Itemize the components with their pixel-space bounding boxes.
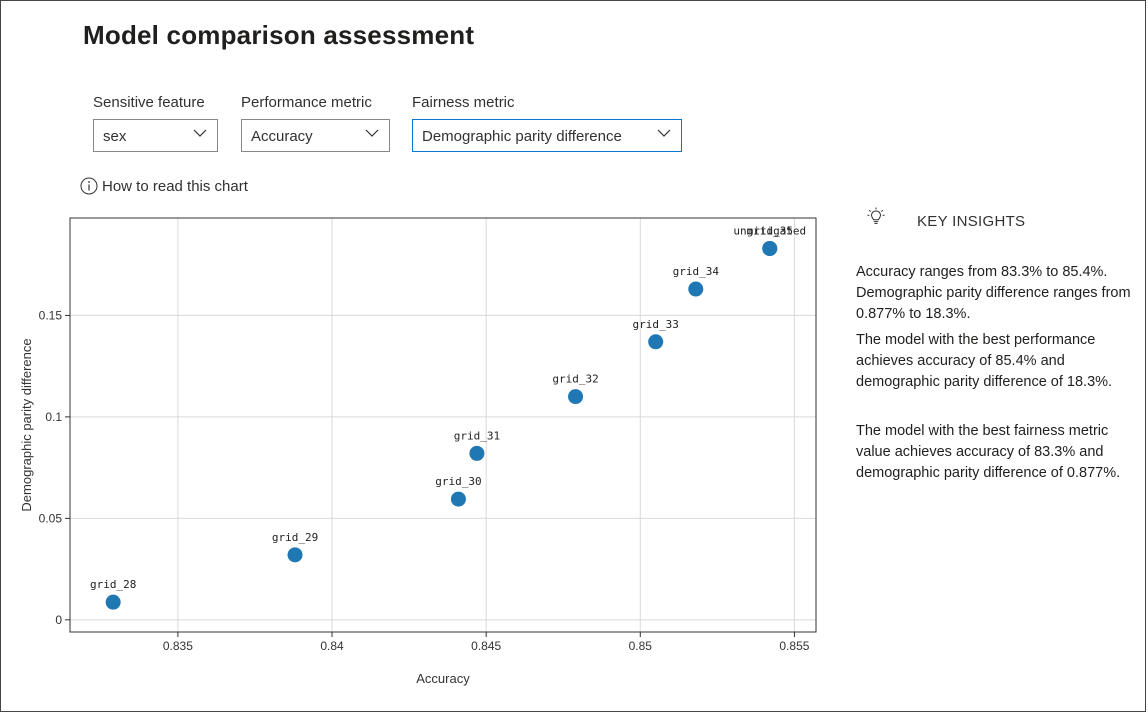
point-label-grid_35: grid_35 <box>747 224 793 237</box>
data-point-unmitigated[interactable] <box>762 240 778 256</box>
point-label-grid_32: grid_32 <box>552 373 598 386</box>
point-label-grid_34: grid_34 <box>673 265 720 278</box>
sensitive-feature-label: Sensitive feature <box>93 94 205 111</box>
x-axis-label: Accuracy <box>416 671 470 686</box>
performance-metric-label: Performance metric <box>241 94 372 111</box>
how-to-read-label: How to read this chart <box>102 177 248 195</box>
point-label-grid_28: grid_28 <box>90 578 136 591</box>
fairness-metric-label: Fairness metric <box>412 94 515 111</box>
point-label-grid_31: grid_31 <box>454 429 500 442</box>
page-title: Model comparison assessment <box>83 20 475 50</box>
fairness-metric-value: Demographic parity difference <box>422 128 622 145</box>
data-point-grid_32[interactable] <box>568 389 584 405</box>
fairness-metric-dropdown[interactable]: Demographic parity difference <box>412 119 682 152</box>
chart-grid <box>70 218 816 632</box>
sensitive-feature-value: sex <box>103 128 127 145</box>
insight-best-performance: The model with the best performance achi… <box>856 332 1113 390</box>
info-icon <box>80 177 98 195</box>
performance-metric-dropdown[interactable]: Accuracy <box>241 119 390 152</box>
data-point-grid_33[interactable] <box>648 334 664 350</box>
data-point-grid_34[interactable] <box>688 281 704 297</box>
chevron-down-icon <box>657 129 671 137</box>
insight-best-fairness: The model with the best fairness metric … <box>856 423 1121 481</box>
lightbulb-icon <box>867 207 885 224</box>
point-label-grid_33: grid_33 <box>633 318 679 331</box>
x-tick-label: 0.845 <box>471 639 501 653</box>
insight-range: Accuracy ranges from 83.3% to 85.4%. Dem… <box>856 264 1131 322</box>
point-label-grid_30: grid_30 <box>435 475 481 488</box>
y-tick-label: 0 <box>55 613 62 627</box>
x-tick-label: 0.84 <box>320 639 344 653</box>
point-labels: grid_28 grid_29 grid_30 grid_31 grid_32 grid_… <box>90 224 806 591</box>
x-tick-label: 0.855 <box>779 639 809 653</box>
data-point-grid_28[interactable] <box>105 594 121 610</box>
x-axis-ticks: 0.835 0.84 0.845 0.85 0.855 <box>163 632 810 653</box>
y-tick-label: 0.05 <box>39 511 63 525</box>
plot-area <box>69 217 817 633</box>
point-label-unmitigated: unmitigated <box>733 224 806 237</box>
data-point-grid_29[interactable] <box>287 547 303 563</box>
x-tick-label: 0.85 <box>629 639 653 653</box>
y-axis-ticks: 0 0.05 0.1 0.15 <box>39 308 70 627</box>
y-tick-label: 0.1 <box>45 410 62 424</box>
insights-title: KEY INSIGHTS <box>917 213 1026 230</box>
sensitive-feature-dropdown[interactable]: sex <box>93 119 218 152</box>
chevron-down-icon <box>365 129 379 137</box>
x-tick-label: 0.835 <box>163 639 193 653</box>
insights-header <box>866 207 886 227</box>
data-point-grid_30[interactable] <box>450 491 466 507</box>
how-to-read-link[interactable]: How to read this chart <box>80 177 248 195</box>
y-tick-label: 0.15 <box>39 308 63 322</box>
performance-metric-value: Accuracy <box>251 128 313 145</box>
data-points <box>105 240 778 610</box>
point-label-grid_29: grid_29 <box>272 531 318 544</box>
y-axis-label: Demographic parity difference <box>19 338 34 511</box>
chevron-down-icon <box>193 129 207 137</box>
data-point-grid_31[interactable] <box>469 445 485 461</box>
